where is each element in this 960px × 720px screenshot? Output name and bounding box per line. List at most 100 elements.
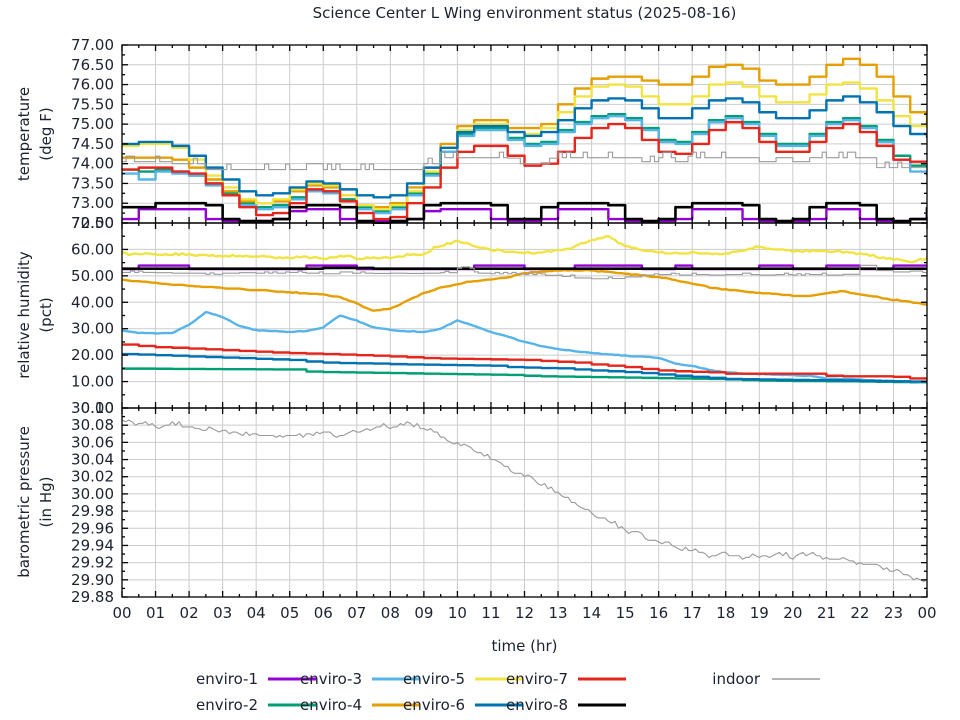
y-tick-label: 76.50 — [71, 56, 114, 74]
y-tick-label: 30.02 — [71, 468, 114, 486]
x-tick-label: 04 — [247, 604, 266, 622]
panel-pressure-grid — [122, 408, 927, 597]
panel-humidity: 0.00 10.00 20.00 30.00 40.00 50.00 60.00 70.00 — [71, 214, 928, 417]
legend-item-enviro-6: enviro-6 — [403, 696, 523, 714]
legend-label-enviro-2: enviro-2 — [196, 696, 258, 714]
x-tick-label: 20 — [783, 604, 802, 622]
x-tick-label: 15 — [616, 604, 635, 622]
x-tick-label: 14 — [582, 604, 601, 622]
y-tick-label: 29.92 — [71, 554, 114, 572]
y-tick-label: 75.00 — [71, 115, 114, 133]
y-tick-label: 74.50 — [71, 135, 114, 153]
series-humidity-enviro-6 — [122, 352, 927, 383]
series-humidity-enviro-5 — [122, 234, 927, 264]
legend-item-enviro-8: enviro-8 — [506, 696, 626, 714]
series-humidity-indoor — [122, 264, 927, 280]
x-tick-label: 03 — [213, 604, 232, 622]
x-tick-label: 19 — [750, 604, 769, 622]
y-tick-label: 72.50 — [71, 214, 114, 232]
x-tick-label: 00 — [112, 604, 131, 622]
series-humidity-enviro-8 — [122, 266, 927, 271]
y-tick-label: 70.00 — [71, 214, 114, 232]
legend-item-enviro-7: enviro-7 — [506, 670, 626, 688]
legend-item-enviro-3: enviro-3 — [300, 670, 420, 688]
x-tick-label: 02 — [180, 604, 199, 622]
legend-label-enviro-4: enviro-4 — [300, 696, 362, 714]
y-tick-label: 0.00 — [81, 399, 114, 417]
panel-humidity-series — [122, 234, 927, 384]
x-tick-label: 16 — [649, 604, 668, 622]
series-temperature-enviro-6 — [122, 95, 927, 199]
panel-humidity-ylabels: 0.00 10.00 20.00 30.00 40.00 50.00 60.00 70.00 — [71, 214, 114, 417]
x-tick-label: 13 — [548, 604, 567, 622]
legend-item-enviro-5: enviro-5 — [403, 670, 523, 688]
x-tick-label: 11 — [481, 604, 500, 622]
x-tick-label: 23 — [884, 604, 903, 622]
series-humidity-enviro-7 — [122, 343, 927, 380]
y-tick-label: 75.50 — [71, 95, 114, 113]
y-tick-label: 30.10 — [71, 399, 114, 417]
series-temperature-enviro-7 — [122, 120, 927, 221]
x-tick-label: 12 — [515, 604, 534, 622]
y-tick-label: 30.00 — [71, 485, 114, 503]
y-tick-label: 30.00 — [71, 320, 114, 338]
legend-label-indoor: indoor — [712, 670, 761, 688]
x-tick-label: 17 — [683, 604, 702, 622]
y-tick-label: 29.96 — [71, 519, 114, 537]
y-tick-label: 29.98 — [71, 502, 114, 520]
series-humidity-enviro-3 — [122, 310, 927, 384]
y-tick-label: 40.00 — [71, 293, 114, 311]
x-tick-label: 21 — [817, 604, 836, 622]
y-tick-label: 20.00 — [71, 346, 114, 364]
x-tick-label: 05 — [280, 604, 299, 622]
y-tick-label: 50.00 — [71, 267, 114, 285]
y-tick-label: 73.50 — [71, 174, 114, 192]
series-temperature-indoor — [122, 151, 927, 171]
panel-pressure-ticks — [121, 407, 928, 598]
y-tick-label: 76.00 — [71, 76, 114, 94]
y-tick-label: 30.06 — [71, 433, 114, 451]
x-tick-label: 22 — [850, 604, 869, 622]
legend-label-enviro-1: enviro-1 — [196, 670, 258, 688]
panel-temperature-series — [122, 57, 927, 224]
x-tick-label: 09 — [414, 604, 433, 622]
y-tick-label: 30.08 — [71, 416, 114, 434]
legend-item-enviro-2: enviro-2 — [196, 696, 316, 714]
y-tick-label: 10.00 — [71, 373, 114, 391]
chart-title: Science Center L Wing environment status… — [312, 4, 737, 22]
x-tick-label: 06 — [314, 604, 333, 622]
legend-label-enviro-3: enviro-3 — [300, 670, 362, 688]
y-tick-label: 30.04 — [71, 451, 114, 469]
panel-pressure: 29.8829.9029.9229.9429.9629.9830.0030.02… — [71, 399, 928, 606]
panel-pressure-ylabels: 29.8829.9029.9229.9429.9629.9830.0030.02… — [71, 399, 114, 606]
x-tick-label: 18 — [716, 604, 735, 622]
y-tick-label: 73.00 — [71, 194, 114, 212]
x-tick-label: 08 — [381, 604, 400, 622]
y-tick-label: 60.00 — [71, 240, 114, 258]
y-tick-label: 29.90 — [71, 571, 114, 589]
legend-label-enviro-8: enviro-8 — [506, 696, 568, 714]
y-tick-label: 77.00 — [71, 36, 114, 54]
series-temperature-enviro-8 — [122, 201, 927, 224]
legend-label-enviro-7: enviro-7 — [506, 670, 568, 688]
x-axis-labels: 00 01 02 03 04 05 06 07 08 09 10 11 12 13 14 15 16 17 18 19… — [112, 604, 936, 622]
y-tick-label: 29.94 — [71, 536, 114, 554]
legend: enviro-1 enviro-3 enviro-5 enviro-7 indoor en… — [196, 670, 820, 714]
legend-label-enviro-6: enviro-6 — [403, 696, 465, 714]
panel-pressure-series — [122, 419, 927, 583]
x-tick-label: 10 — [448, 604, 467, 622]
x-axis-title: time (hr) — [491, 637, 558, 655]
x-tick-label: 07 — [347, 604, 366, 622]
x-tick-label: 01 — [146, 604, 165, 622]
legend-item-indoor: indoor — [712, 670, 820, 688]
series-pressure-indoor — [122, 419, 927, 583]
x-tick-label: 00 — [917, 604, 936, 622]
legend-item-enviro-4: enviro-4 — [300, 696, 420, 714]
y-tick-label: 74.00 — [71, 155, 114, 173]
y-tick-label: 29.88 — [71, 588, 114, 606]
legend-item-enviro-1: enviro-1 — [196, 670, 316, 688]
